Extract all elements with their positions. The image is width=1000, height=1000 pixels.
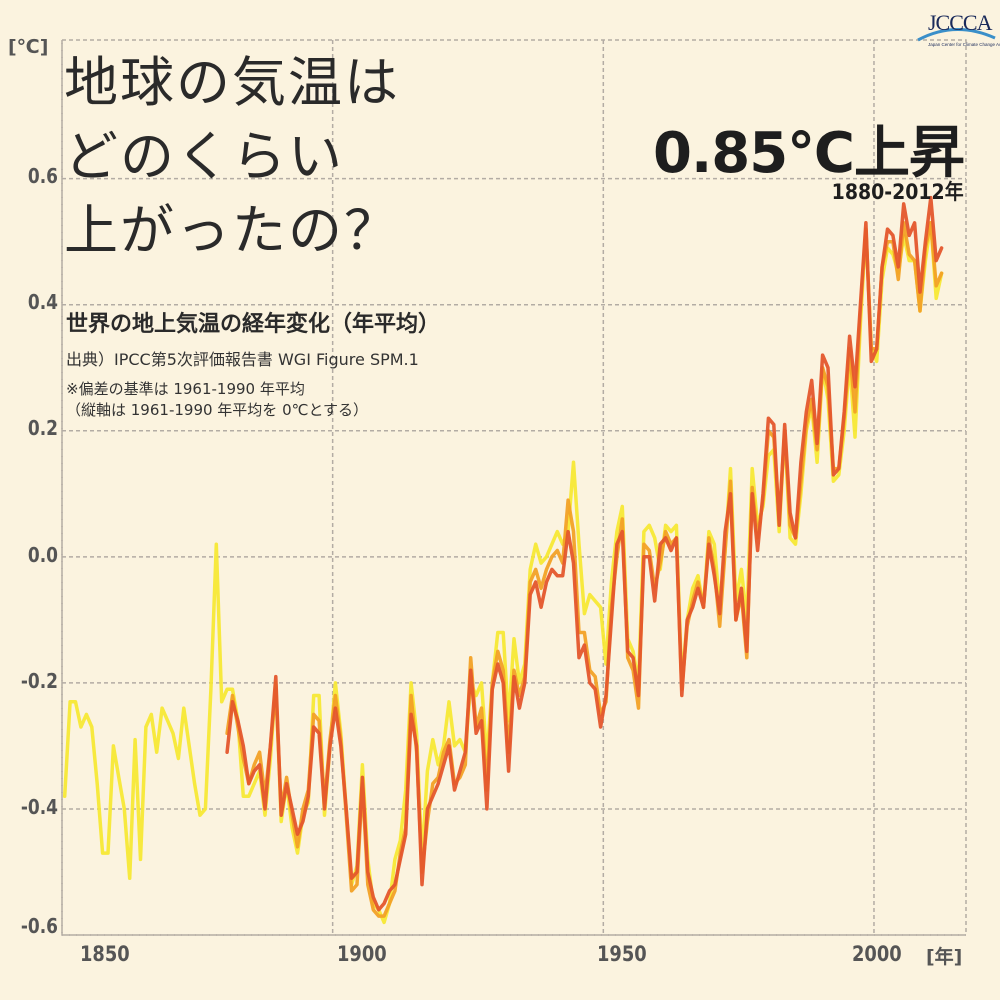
series-lines [62, 195, 944, 925]
y-tick-label: -0.6 [20, 914, 58, 938]
headline-period: 1880-2012年 [832, 180, 964, 204]
y-tick-label: -0.2 [20, 669, 58, 693]
x-tick-label: 1850 [80, 942, 130, 966]
title-line-1: 地球の気温は [64, 51, 400, 114]
x-tick-label: 1900 [337, 942, 387, 966]
y-axis-unit: [℃] [8, 36, 49, 58]
chart-subtitle: 世界の地上気温の経年変化（年平均） [66, 312, 441, 337]
y-tick-label: 0.4 [27, 290, 58, 314]
x-tick-label: 2000 [852, 942, 902, 966]
title-line-2: どのくらい [64, 125, 344, 188]
series-line-1 [62, 221, 944, 925]
y-tick-label: -0.4 [20, 795, 58, 819]
svg-text:Japan Center for Climate Chang: Japan Center for Climate Change Actions [928, 42, 1000, 47]
y-tick-label: 0.0 [27, 543, 58, 567]
axis-note: （縦軸は 1961-1990 年平均を 0℃とする） [66, 401, 369, 419]
series-line-3 [225, 195, 944, 912]
x-tick-label: 1950 [597, 942, 647, 966]
source-citation: 出典）IPCC第5次評価報告書 WGI Figure SPM.1 [66, 350, 419, 369]
jccca-logo: JCCCA Japan Center for Climate Change Ac… [917, 10, 1000, 47]
y-tick-label: 0.6 [27, 164, 58, 188]
headline-rise: 0.85℃上昇 [653, 121, 965, 186]
title-line-3: 上がったの？ [64, 199, 400, 262]
baseline-note: ※偏差の基準は 1961-1990 年平均 [66, 380, 305, 398]
x-axis-unit: [年] [926, 946, 963, 968]
y-tick-label: 0.2 [27, 416, 58, 440]
svg-text:JCCCA: JCCCA [928, 10, 993, 35]
